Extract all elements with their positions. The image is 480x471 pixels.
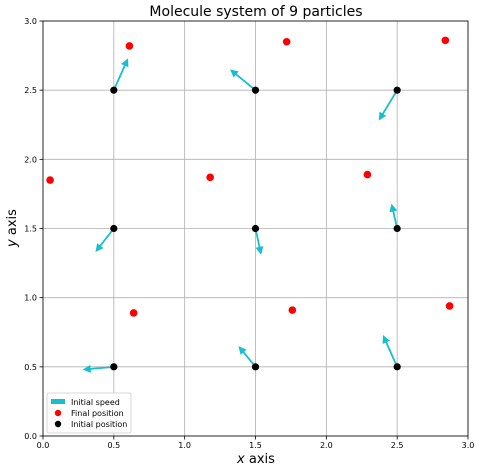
y-tick-label: 3.0 <box>24 17 37 26</box>
final-position-point <box>206 173 214 182</box>
speed-arrows <box>82 58 399 373</box>
legend-label-initial-position: Initial position <box>71 420 127 429</box>
legend-swatch-initial-position <box>54 420 62 428</box>
y-tick-label: 2.5 <box>24 86 37 95</box>
x-tick-label: 0.5 <box>107 441 120 450</box>
x-tick-label: 2.0 <box>320 441 333 450</box>
legend-label-initial-speed: Initial speed <box>71 398 120 407</box>
x-tick-label: 3.0 <box>462 441 475 450</box>
final-position-point <box>288 306 297 314</box>
initial-position-point <box>251 224 260 233</box>
initial-position-point <box>110 224 118 233</box>
initial-position-point <box>251 86 260 94</box>
initial-position-point <box>393 86 401 94</box>
final-position-point <box>445 302 454 310</box>
initial-position-point <box>393 224 401 233</box>
speed-arrow <box>95 227 115 253</box>
y-axis-label: y axis <box>5 209 20 248</box>
speed-arrow <box>254 228 264 255</box>
y-tick-label: 2.0 <box>24 155 37 164</box>
initial-positions <box>110 86 401 371</box>
x-axis-label: x axis <box>236 452 275 467</box>
final-position-point <box>441 36 450 45</box>
x-axis-label-rest: axis <box>245 452 275 467</box>
final-position-point <box>282 37 291 46</box>
y-axis-label-var: y <box>5 239 20 248</box>
x-tick-label: 2.5 <box>391 441 404 450</box>
legend: Initial speed Final position Initial pos… <box>46 392 132 434</box>
initial-position-point <box>110 363 118 371</box>
speed-arrow <box>82 364 114 373</box>
initial-position-point <box>110 86 118 94</box>
speed-arrow <box>389 203 399 229</box>
final-positions <box>46 36 454 317</box>
speed-arrow <box>113 58 129 91</box>
final-position-point <box>129 309 138 317</box>
final-position-point <box>46 176 54 184</box>
legend-swatch-final-position <box>54 409 62 417</box>
ticks: 0.0 0.5 1.0 1.5 2.0 2.5 3.0 0.0 0.5 1.0 1.5 2.0 2.5 3… <box>24 17 474 450</box>
legend-box <box>46 392 132 434</box>
legend-swatch-initial-speed <box>51 399 65 404</box>
speed-arrow <box>378 89 398 121</box>
legend-label-final-position: Final position <box>71 409 124 418</box>
x-axis-label-var: x <box>236 452 245 467</box>
final-position-point <box>125 42 134 50</box>
speed-arrow <box>230 69 257 91</box>
y-tick-label: 1.0 <box>24 294 37 303</box>
speed-arrow <box>238 346 257 368</box>
x-tick-label: 1.0 <box>178 441 191 450</box>
y-tick-label: 0.5 <box>24 363 37 372</box>
y-axis-label-rest: axis <box>5 209 20 239</box>
initial-position-point <box>393 363 401 371</box>
chart-title: Molecule system of 9 particles <box>149 4 362 20</box>
x-tick-label: 1.5 <box>249 441 262 450</box>
final-position-point <box>363 170 372 179</box>
y-tick-label: 0.0 <box>24 432 37 441</box>
x-tick-label: 0.0 <box>37 441 50 450</box>
initial-position-point <box>251 363 260 371</box>
speed-arrow <box>382 335 398 368</box>
y-tick-label: 1.5 <box>24 225 37 234</box>
